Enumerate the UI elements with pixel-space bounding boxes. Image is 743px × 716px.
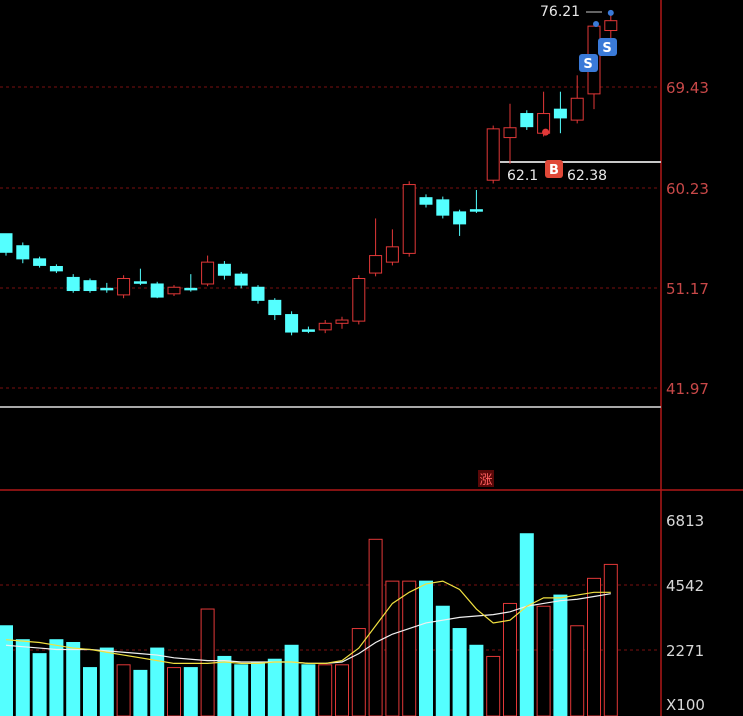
volume-bar: [519, 533, 534, 716]
volume-bar: [368, 538, 383, 716]
price-tick: 51.17: [666, 280, 709, 298]
volume-bar: [133, 669, 148, 716]
candle-body: [201, 261, 215, 285]
candle-body: [369, 255, 383, 274]
volume-bar: [284, 644, 299, 716]
price-tick: 41.97: [666, 380, 709, 398]
volume-bar: [301, 664, 316, 716]
candle-body: [419, 197, 433, 205]
volume-tick: 2271: [666, 642, 704, 660]
ma-lines: [5, 580, 611, 665]
candle-body: [184, 287, 198, 291]
volume-bar: [150, 647, 165, 716]
candle-body: [100, 287, 114, 291]
candle-body: [133, 281, 147, 284]
sell-badge-label: S: [602, 41, 611, 56]
volume-bar: [234, 664, 249, 716]
volume-bar: [49, 639, 64, 716]
volume-bar: [251, 661, 265, 716]
candle-body: [251, 286, 265, 301]
volume-bar: [99, 647, 114, 716]
candle-body: [217, 263, 231, 276]
candle-body: [402, 184, 416, 254]
candles: [0, 9, 618, 336]
volume-bar: [553, 594, 568, 716]
candle-body: [49, 265, 63, 272]
volume-bar: [469, 644, 484, 716]
candle-body: [83, 280, 97, 292]
candle-body: [335, 319, 349, 324]
candle-body: [469, 209, 483, 212]
volume-bar: [66, 641, 81, 716]
volume-tick: 6813: [666, 512, 704, 530]
candle-body: [553, 108, 567, 119]
volume-bar: [536, 605, 551, 716]
volume-bar: [486, 655, 501, 716]
candle-body: [318, 322, 332, 331]
sell-badge-label: S: [583, 57, 592, 72]
candle-body: [234, 273, 248, 286]
candle-body: [503, 127, 517, 139]
sell-dot: [593, 20, 599, 27]
candle-body: [268, 299, 282, 316]
low-price-label: 62.1: [507, 168, 538, 184]
volume-tick: 4542: [666, 577, 704, 595]
candle-body: [66, 276, 80, 292]
candle-body: [352, 278, 366, 322]
volume-bar: [335, 664, 349, 716]
volume-bar: [419, 580, 433, 716]
last-price-label: 62.38: [567, 168, 607, 184]
volume-bar: [402, 580, 417, 716]
candle-body: [117, 278, 131, 296]
volume-bar: [15, 639, 30, 716]
volume-bar: [603, 563, 618, 716]
volume-bar: [217, 655, 232, 716]
candle-body: [150, 283, 164, 298]
candle-body: [486, 128, 500, 181]
price-tick: 60.23: [666, 180, 709, 198]
volume-bar: [267, 658, 282, 716]
zhang-badge: [478, 470, 494, 487]
candle-body: [0, 233, 13, 253]
candle-body: [570, 97, 584, 121]
volume-bar: [116, 664, 131, 716]
candle-body: [285, 314, 299, 333]
candle-body: [436, 199, 450, 216]
sell-badge: [579, 54, 598, 72]
volume-bar: [385, 580, 400, 716]
sell-badge: [598, 38, 617, 56]
volume-bar: [183, 667, 198, 716]
buy-badge-label: B: [549, 163, 559, 178]
candle-body: [385, 246, 399, 263]
candle-body: [453, 211, 467, 225]
zhang-label: 涨: [479, 473, 492, 488]
buy-badge: [545, 160, 563, 178]
volume-bar: [318, 664, 333, 716]
ma-line-yellow: [5, 580, 611, 665]
candle-body: [604, 20, 618, 32]
volume-unit: X100: [666, 696, 705, 714]
volume-bar: [452, 628, 467, 716]
volume-bar: [0, 625, 13, 716]
candle-body: [520, 113, 534, 128]
candle-body: [16, 245, 30, 260]
high-price-label: 76.21: [540, 4, 580, 20]
volume-bar: [167, 667, 181, 716]
buy-dot: [542, 128, 550, 136]
volume-bar: [587, 577, 601, 716]
price-tick: 69.43: [666, 79, 709, 97]
candle-body: [301, 329, 315, 332]
volume-bar: [32, 653, 47, 716]
candle-body: [167, 286, 181, 295]
candle-body: [33, 258, 47, 266]
sell-dot: [607, 9, 614, 16]
volume-bar: [570, 625, 585, 716]
volume-bar: [435, 605, 450, 716]
volume-bars: [0, 533, 618, 716]
volume-bar: [83, 667, 97, 716]
